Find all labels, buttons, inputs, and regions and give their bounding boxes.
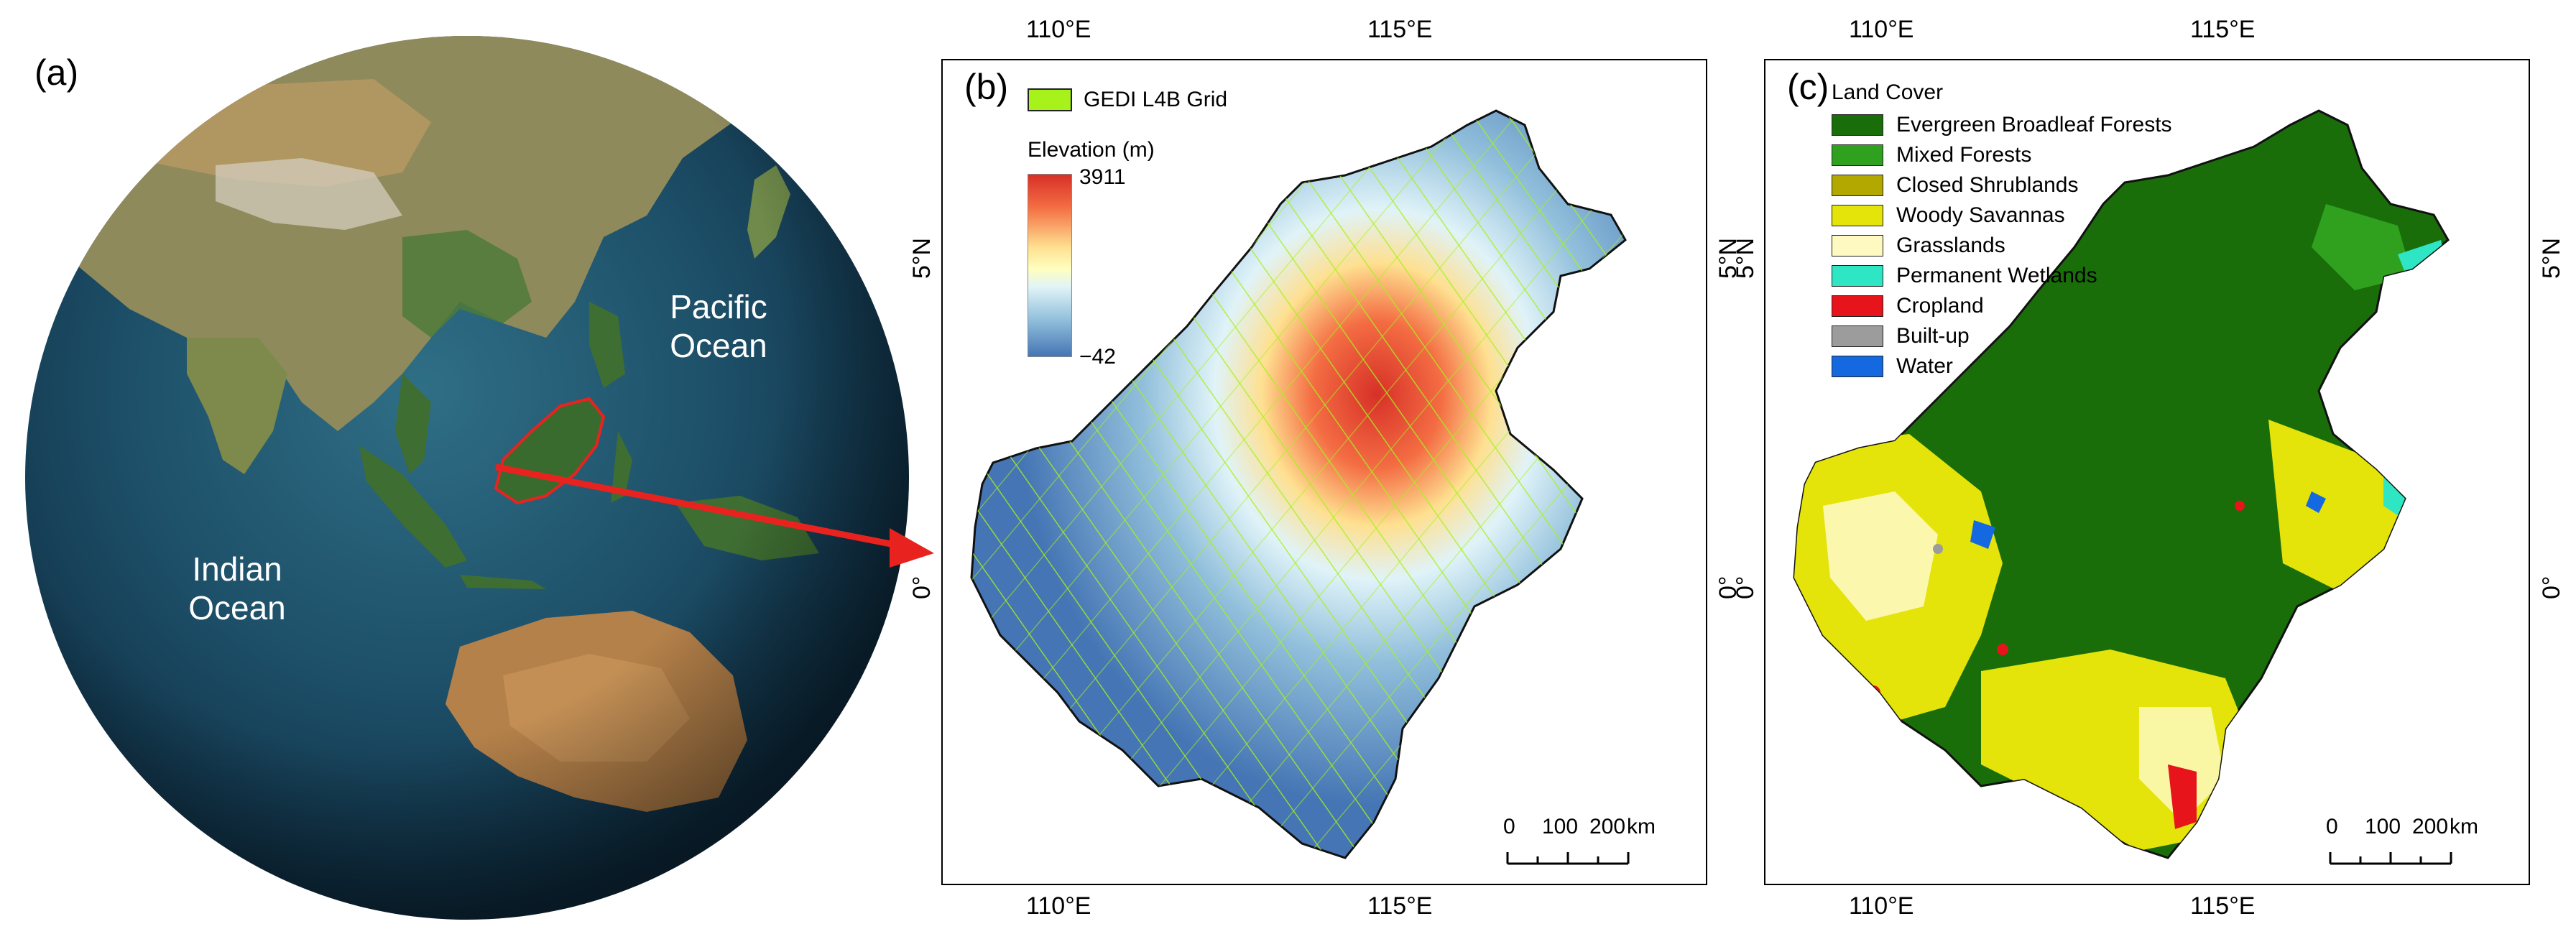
scale-bar-ruler [2329,852,2452,865]
panel-a-label: (a) [34,52,79,93]
landcover-legend: Evergreen Broadleaf Forests Mixed Forests… [1832,111,2172,384]
scale-label-200: 200 [2412,815,2449,838]
panel-c-label: (c) [1787,67,1829,107]
indian-ocean-label: Indian Ocean [188,550,286,627]
landcover-swatch [1832,325,1883,347]
scale-label-0: 0 [2326,815,2338,838]
panel-b-map-frame: (b) GEDI L4B Grid Elevation (m) 3911 −42… [941,59,1707,885]
borneo-landcover-shape [1793,109,2450,859]
landcover-legend-item: Grasslands [1832,231,2005,260]
panel-b-scale-bar: 0 100 200 km [1503,815,1690,879]
panel-b-bottom-tick-115: 115°E [1367,892,1433,920]
panel-b-label: (b) [964,67,1009,107]
panel-c-map-frame: (c) Land Cover Evergreen Broadleaf Fores… [1764,59,2530,885]
panel-b-left-tick-5n: 5°N [908,237,936,279]
globe-map [25,36,934,920]
panel-c-left-tick-5n: 5°N [1732,237,1759,279]
scale-label-100: 100 [1542,815,1579,838]
landcover-label: Closed Shrublands [1896,173,2079,197]
panel-c-bottom-tick-115: 115°E [2190,892,2256,920]
panel-b-bottom-tick-110: 110°E [1026,892,1091,920]
panel-b-left-tick-0: 0° [908,576,936,599]
landcover-legend-item: Cropland [1832,292,1984,320]
landcover-swatch [1832,114,1883,136]
landcover-label: Mixed Forests [1896,143,2032,167]
panel-c-right-tick-5n: 5°N [2538,237,2565,279]
landcover-legend-item: Mixed Forests [1832,141,2031,170]
panel-c-right-tick-0: 0° [2538,576,2565,599]
panel-c-left-tick-0: 0° [1732,576,1759,599]
scale-bar-ruler [1506,852,1630,865]
panel-c-bottom-tick-110: 110°E [1849,892,1914,920]
landcover-legend-item: Woody Savannas [1832,201,2065,230]
landcover-swatch [1832,356,1883,377]
elevation-legend-title: Elevation (m) [1028,138,1155,162]
elevation-max-label: 3911 [1079,165,1126,189]
scale-label-100: 100 [2365,815,2401,838]
pacific-ocean-label: Pacific Ocean [670,288,767,364]
landcover-legend-item: Built-up [1832,322,1970,351]
landcover-swatch [1832,144,1883,166]
location-arrow [495,463,902,550]
panel-b-top-tick-110: 110°E [1026,16,1091,43]
landcover-legend-item: Water [1832,352,1953,381]
landcover-label: Grasslands [1896,234,2005,257]
landcover-legend-item: Evergreen Broadleaf Forests [1832,111,2172,139]
landcover-label: Water [1896,354,1953,378]
arrow-head-icon [890,528,934,568]
elevation-min-label: −42 [1079,345,1116,369]
landcover-swatch [1832,265,1883,287]
borneo-elevation-map [970,109,1627,859]
borneo-landcover-map [1793,109,2450,859]
landcover-swatch [1832,205,1883,226]
panel-c-top-tick-115: 115°E [2190,16,2256,43]
landcover-legend-item: Permanent Wetlands [1832,262,2097,290]
panel-b-top-tick-115: 115°E [1367,16,1433,43]
landcover-label: Evergreen Broadleaf Forests [1896,113,2172,137]
scale-label-200: 200 [1589,815,1626,838]
landcover-legend-item: Closed Shrublands [1832,171,2079,200]
panel-c-scale-bar: 0 100 200 km [2326,815,2513,879]
landcover-swatch [1832,295,1883,317]
scale-unit: km [1627,815,1656,838]
scale-label-0: 0 [1503,815,1515,838]
landcover-label: Permanent Wetlands [1896,264,2097,287]
gedi-grid-label: GEDI L4B Grid [1084,88,1228,111]
panel-c-top-tick-110: 110°E [1849,16,1914,43]
elevation-colorbar [1028,174,1072,357]
gedi-grid-swatch [1028,88,1072,111]
gedi-grid-legend: GEDI L4B Grid [1028,88,1227,112]
landcover-swatch [1832,235,1883,257]
landcover-label: Woody Savannas [1896,203,2065,227]
landcover-label: Built-up [1896,324,1970,348]
landcover-label: Cropland [1896,294,1984,318]
scale-unit: km [2450,815,2478,838]
landcover-legend-title: Land Cover [1832,80,1944,104]
landcover-swatch [1832,175,1883,196]
